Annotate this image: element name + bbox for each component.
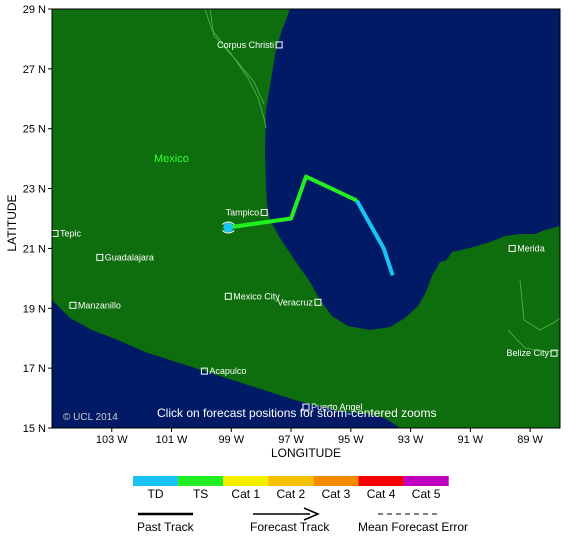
mean-forecast-error-label: Mean Forecast Error (358, 520, 468, 534)
city-label: Corpus Christi (217, 40, 274, 50)
city-marker (508, 244, 516, 252)
lat-tick-label: 19 N (23, 303, 46, 315)
map-area[interactable]: Corpus Christi Tampico Tepic Guadalajara Man… (52, 9, 560, 428)
city-marker (96, 253, 104, 261)
legend-swatch (178, 476, 224, 486)
lat-tick-label: 15 N (23, 423, 46, 435)
lon-tick-label: 99 W (218, 434, 244, 446)
lon-tick-label: 89 W (517, 434, 543, 446)
storm-swirl-icon (221, 221, 235, 234)
city-marker (314, 298, 322, 306)
landmass-mainland (52, 9, 560, 428)
legend-category-label: Cat 3 (322, 487, 351, 501)
legend-category-label: Cat 4 (367, 487, 396, 501)
zoom-instruction: Click on forecast positions for storm-ce… (157, 406, 436, 420)
city-label: Guadalajara (105, 252, 154, 262)
city-marker (52, 229, 59, 237)
country-label-mexico: Mexico (154, 153, 189, 165)
storm-center-dot[interactable] (223, 222, 234, 233)
forecast-track-line[interactable] (228, 174, 358, 230)
legend-swatch (223, 476, 269, 486)
city-label: Manzanillo (78, 300, 121, 310)
city-label: Merida (517, 243, 545, 253)
legend-category-label: TD (148, 487, 164, 501)
legend-swatch (403, 476, 449, 486)
track-legend: Past Track Forecast Track Mean Forecast … (137, 507, 468, 534)
city-markers: Corpus Christi Tampico Tepic Guadalajara Man… (52, 40, 558, 412)
arrow-head-icon (303, 507, 320, 521)
pacific-ocean (52, 300, 400, 428)
city-label: Puerto Angel (311, 402, 363, 412)
y-axis-title: LATITUDE (5, 194, 19, 251)
legend-category-label: Cat 2 (277, 487, 306, 501)
city-label: Veracruz (277, 297, 313, 307)
city-marker (275, 41, 283, 49)
map-frame (51, 8, 561, 429)
legend-swatch (358, 476, 404, 486)
past-track-label: Past Track (137, 520, 195, 534)
lat-tick-label: 21 N (23, 243, 46, 255)
legend-swatch (313, 476, 359, 486)
city-marker (200, 367, 208, 375)
city-marker (224, 292, 232, 300)
yucatan-peninsula (445, 226, 560, 262)
lon-tick-label: 95 W (338, 434, 364, 446)
longitude-ticks: 103 W 101 W 99 W 97 W 95 W 93 W 91 W 89 W (96, 428, 544, 446)
category-legend: TD TS Cat 1 Cat 2 Cat 3 Cat 4 Cat 5 (133, 476, 449, 501)
lon-tick-label: 93 W (398, 434, 424, 446)
storm-position-marker[interactable] (221, 221, 235, 234)
city-marker (260, 209, 268, 217)
city-marker (550, 349, 558, 357)
lat-tick-label: 27 N (23, 64, 46, 76)
legend-swatch (268, 476, 314, 486)
x-axis-title: LONGITUDE (271, 446, 341, 460)
city-marker (302, 403, 310, 411)
city-label: Tepic (60, 228, 82, 238)
political-borders (204, 9, 560, 353)
city-label: Tampico (226, 208, 260, 218)
legend-category-label: TS (193, 487, 208, 501)
latitude-ticks: 29 N 27 N 25 N 23 N 21 N 19 N 17 N 15 N (23, 4, 52, 435)
legend-swatch (133, 476, 179, 486)
legend-category-label: Cat 1 (231, 487, 260, 501)
lat-tick-label: 25 N (23, 124, 46, 136)
forecast-track-label: Forecast Track (250, 520, 330, 534)
lat-tick-label: 17 N (23, 363, 46, 375)
city-label: Belize City (507, 348, 550, 358)
lon-tick-label: 97 W (278, 434, 304, 446)
city-marker (69, 301, 77, 309)
lon-tick-label: 103 W (96, 434, 128, 446)
legend-category-label: Cat 5 (412, 487, 441, 501)
city-label: Mexico City (233, 291, 280, 301)
past-track-line (355, 199, 395, 277)
lat-tick-label: 29 N (23, 4, 46, 16)
copyright-text: © UCL 2014 (63, 412, 118, 423)
lon-tick-label: 91 W (458, 434, 484, 446)
lon-tick-label: 101 W (156, 434, 188, 446)
lat-tick-label: 23 N (23, 184, 46, 196)
city-label: Acapulco (209, 366, 246, 376)
